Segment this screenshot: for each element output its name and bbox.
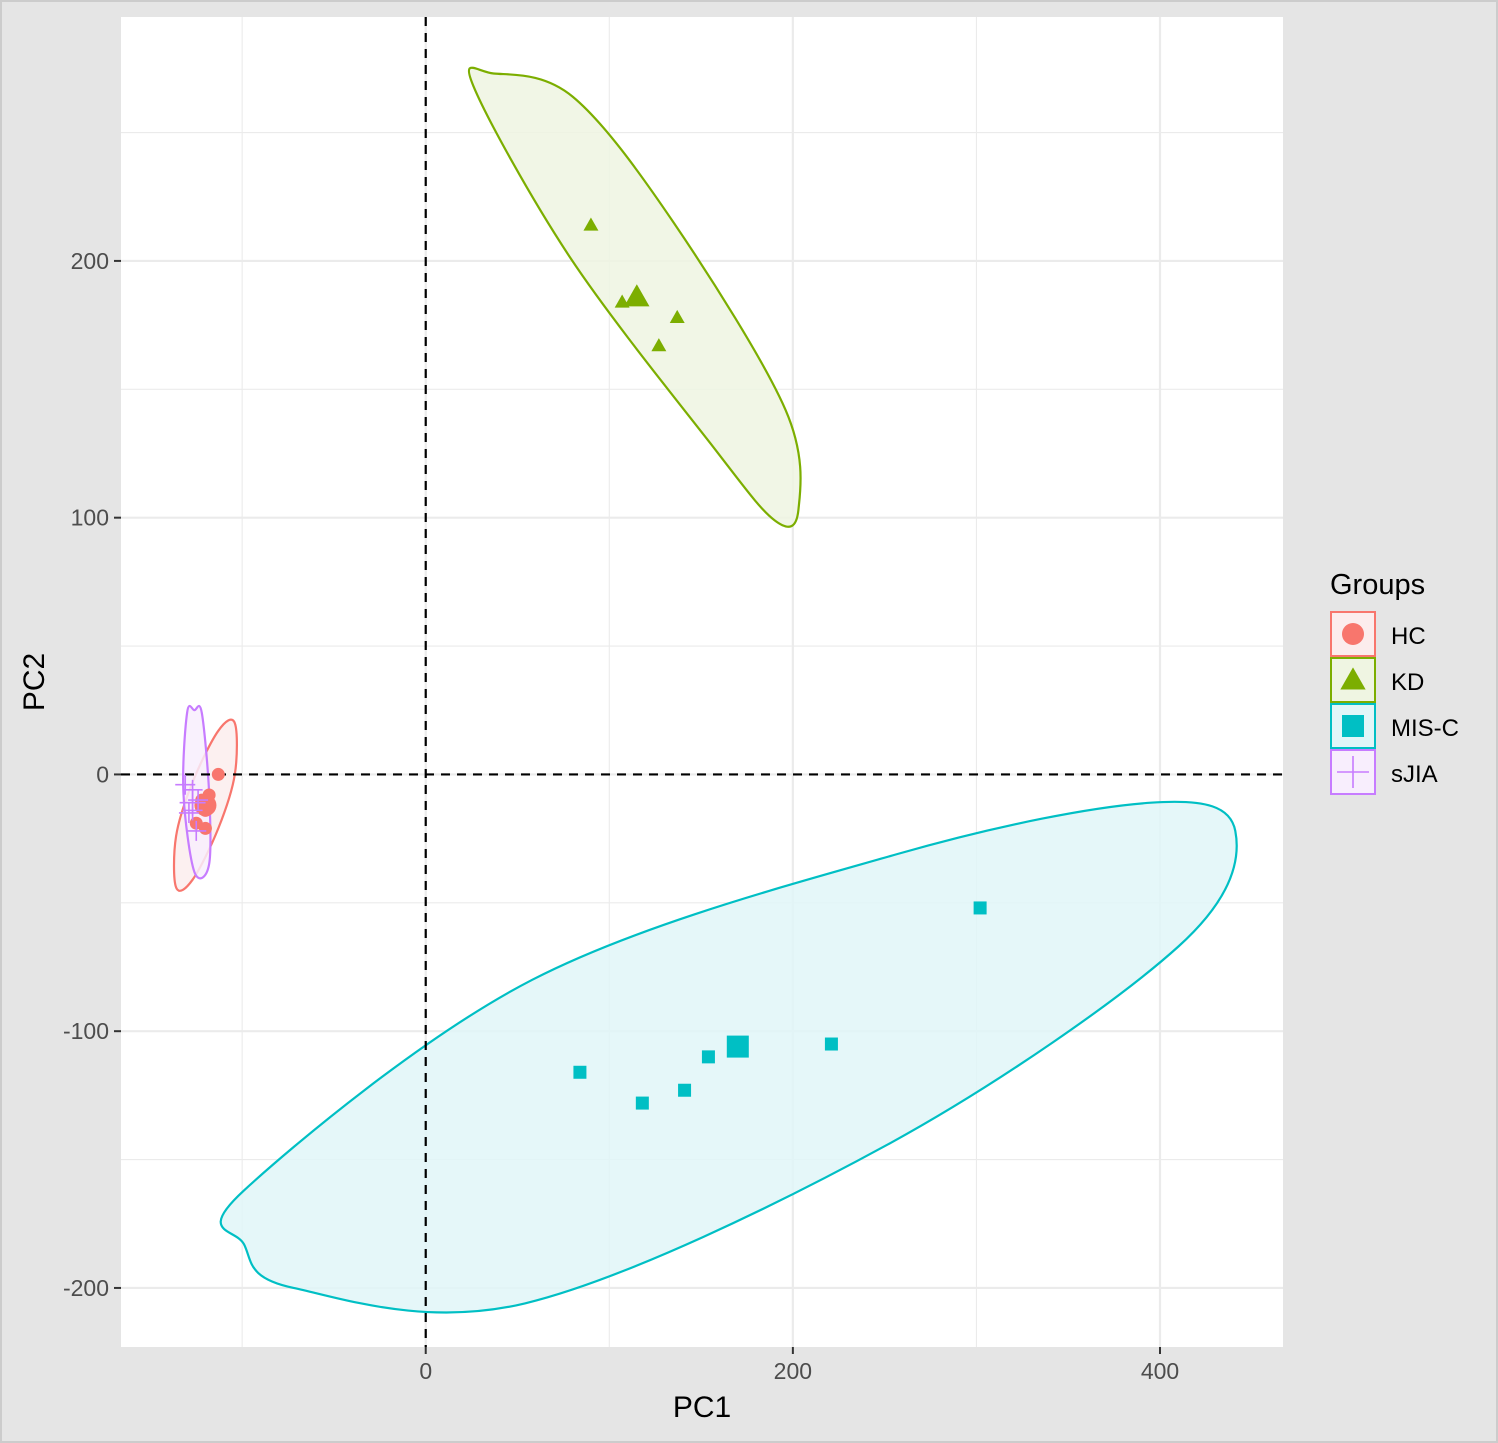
mis-c-centroid-point [726, 1035, 749, 1058]
sjia-data-point [188, 790, 209, 811]
x-axis-title: PC1 [673, 1391, 731, 1424]
y-tick-label: 100 [71, 505, 109, 531]
legend-key-box [1330, 703, 1376, 749]
mis-c-data-point [824, 1037, 838, 1051]
kd-data-point [583, 217, 599, 231]
legend-key-box [1330, 611, 1376, 657]
data-points [175, 217, 987, 1110]
x-tick-label: 400 [1141, 1358, 1179, 1384]
mis-c-data-point [701, 1050, 715, 1064]
mis-c-data-point [635, 1096, 649, 1110]
reference-lines [121, 17, 1283, 1347]
y-tick-label: -200 [63, 1275, 109, 1301]
mis-c-data-point [973, 901, 987, 915]
legend-label: sJIA [1391, 761, 1438, 788]
legend-label: MIS-C [1391, 715, 1459, 742]
sjia-legend-cross-icon [1337, 756, 1369, 788]
x-tick-label: 0 [419, 1358, 432, 1384]
mis-c-data-point [678, 1083, 692, 1097]
legend-item-kd: KD [1330, 657, 1424, 703]
sjia-data-point [178, 802, 199, 823]
kd-data-point [669, 309, 685, 324]
hc-data-point [211, 767, 225, 781]
y-tick-label: 0 [96, 761, 109, 787]
legend-item-sjia: sJIA [1330, 749, 1438, 795]
legend-label: HC [1391, 623, 1426, 650]
mis-c-data-point [573, 1065, 587, 1079]
y-tick-label: -100 [63, 1018, 109, 1044]
mis-c-legend-square-icon [1342, 715, 1364, 737]
axis-ticks: 0 200 400 -200 -100 0 100 200 [63, 248, 1179, 1384]
hc-legend-circle-icon [1342, 623, 1364, 645]
kd-data-point [651, 338, 667, 352]
legend-item-mis-c: MIS-C [1330, 703, 1459, 749]
y-tick-label: 200 [71, 248, 109, 274]
sjia-data-point [175, 774, 196, 795]
legend-item-hc: HC [1330, 611, 1426, 657]
legend: Groups HC KD MIS-C sJIA [1330, 569, 1459, 795]
legend-title: Groups [1330, 569, 1425, 601]
hc-data-point [198, 821, 212, 835]
kd-centroid-point [624, 284, 650, 307]
sjia-data-point [186, 820, 207, 841]
y-axis-title: PC2 [18, 653, 51, 711]
kd-legend-triangle-icon [1340, 667, 1366, 690]
sjia-centroid-point [179, 789, 206, 816]
x-tick-label: 200 [774, 1358, 812, 1384]
legend-label: KD [1391, 669, 1424, 696]
